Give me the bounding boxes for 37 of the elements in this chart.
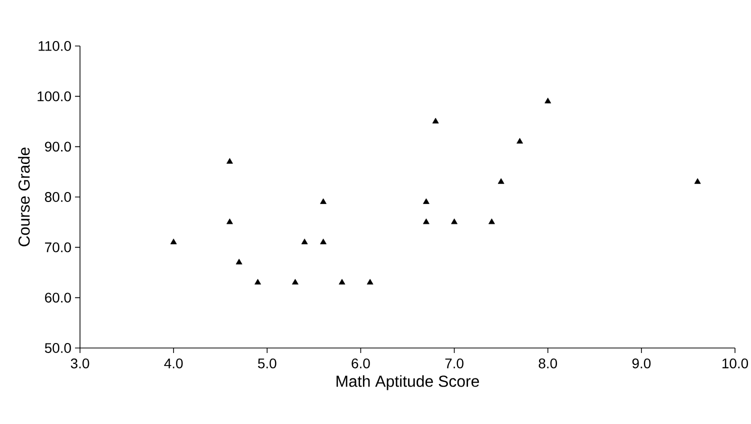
point [236,258,242,264]
point [432,118,439,124]
point [338,278,346,285]
point [451,218,458,224]
y-tick-label: 90.0 [45,142,71,152]
point [320,238,327,244]
point [422,198,430,204]
point [254,278,262,285]
point [170,238,177,244]
point [226,158,233,164]
point [301,238,308,244]
y-tick-label: 50.0 [44,343,71,353]
point [498,178,504,184]
x-tick-label: 10.0 [722,358,748,368]
point [366,278,374,285]
x-tick-label: 7.0 [445,358,464,368]
x-tick-label: 8.0 [538,358,558,368]
y-tick-label: 80.0 [44,192,71,202]
x-tick-label: 9.0 [632,358,651,368]
point [292,278,298,285]
y-axis-title: Course Grade [18,148,30,246]
point [320,198,327,204]
y-tick-label: 100.0 [38,91,71,102]
y-tick-label: 70.0 [45,242,71,252]
x-tick-label: 4.0 [164,358,183,368]
point [422,218,430,224]
point [226,218,233,224]
x-tick-label: 5.0 [258,358,276,368]
point [544,98,552,104]
point [694,178,701,184]
x-tick-label: 6.0 [352,358,370,368]
y-tick-label: 110.0 [38,41,71,51]
point [516,138,524,144]
x-tick-label: 3.0 [70,358,90,368]
point [488,218,495,224]
x-axis-title: Math Aptitude Score [336,375,479,390]
y-tick-label: 60.0 [45,292,71,303]
